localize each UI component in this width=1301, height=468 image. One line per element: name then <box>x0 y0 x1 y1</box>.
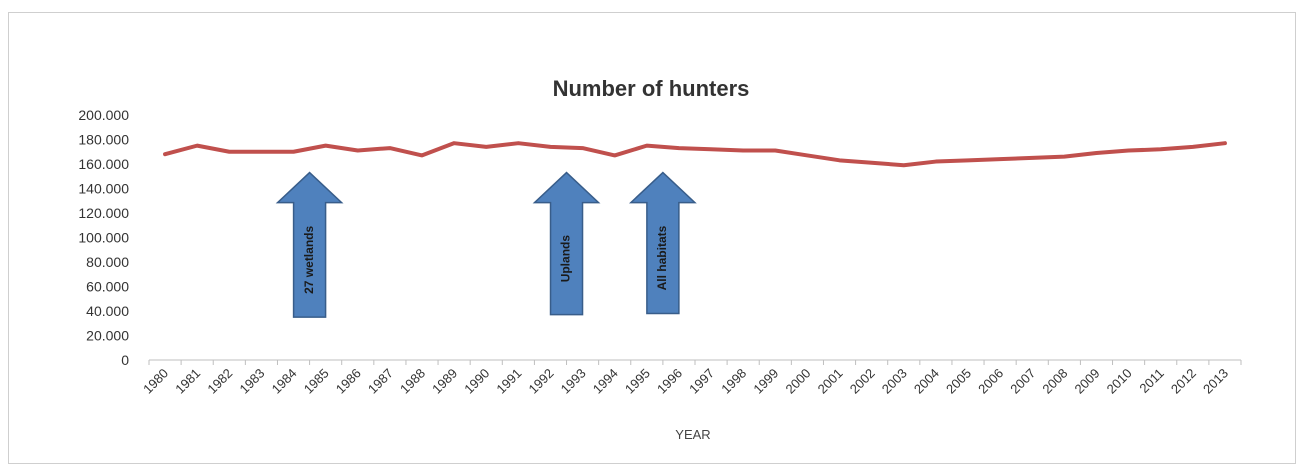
data-point <box>227 150 231 154</box>
series-layer <box>163 141 1227 168</box>
data-point <box>998 157 1002 161</box>
y-tick-label: 120.000 <box>78 205 129 221</box>
y-tick-label: 100.000 <box>78 230 129 246</box>
y-tick-label: 200.000 <box>78 107 129 123</box>
x-tick-label: 2005 <box>943 366 974 397</box>
y-tick-label: 180.000 <box>78 132 129 148</box>
data-point <box>934 160 938 164</box>
x-tick-label: 1995 <box>622 366 653 397</box>
data-point <box>484 145 488 149</box>
data-point <box>516 141 520 145</box>
x-tick-label: 1984 <box>269 366 300 397</box>
data-point <box>902 163 906 167</box>
data-point <box>613 153 617 157</box>
data-point <box>838 158 842 162</box>
x-tick-label: 2007 <box>1007 366 1038 397</box>
x-tick-label: 2001 <box>815 366 846 397</box>
x-tick-label: 1981 <box>172 366 203 397</box>
x-tick-label: 1983 <box>236 366 267 397</box>
x-tick-label: 1987 <box>365 366 396 397</box>
data-point <box>324 144 328 148</box>
x-axis-title: YEAR <box>675 427 710 442</box>
x-tick-label: 1999 <box>750 366 781 397</box>
x-tick-label: 1994 <box>590 366 621 397</box>
data-point <box>1159 147 1163 151</box>
x-tick-label: 1991 <box>493 366 524 397</box>
data-point <box>677 146 681 150</box>
data-point <box>1094 151 1098 155</box>
x-tick-label: 2006 <box>975 366 1006 397</box>
x-tick-label: 2000 <box>782 366 813 397</box>
data-point <box>388 146 392 150</box>
annotation-arrow <box>532 171 601 316</box>
y-tick-label: 40.000 <box>86 303 129 319</box>
x-tick-label: 2012 <box>1168 366 1199 397</box>
x-tick-label: 1993 <box>558 366 589 397</box>
x-tick-label: 1992 <box>526 366 557 397</box>
x-tick-label: 1997 <box>686 366 717 397</box>
data-point <box>645 144 649 148</box>
annotation-label: Uplands <box>559 235 573 283</box>
data-point <box>805 153 809 157</box>
x-tick-label: 2009 <box>1072 366 1103 397</box>
y-tick-label: 140.000 <box>78 181 129 197</box>
x-tick-label: 1988 <box>397 366 428 397</box>
annotation-label: All habitats <box>655 225 669 290</box>
x-tick-label: 2003 <box>879 366 910 397</box>
x-tick-label: 1998 <box>718 366 749 397</box>
x-tick-label: 1985 <box>301 366 332 397</box>
data-point <box>292 150 296 154</box>
x-tick-label: 1990 <box>461 366 492 397</box>
data-point <box>259 150 263 154</box>
data-point <box>1062 155 1066 159</box>
data-point <box>1030 156 1034 160</box>
x-tick-label: 1986 <box>333 366 364 397</box>
data-point <box>1223 141 1227 145</box>
y-tick-label: 0 <box>121 352 129 368</box>
x-tick-label: 1989 <box>429 366 460 397</box>
data-point <box>195 144 199 148</box>
data-point <box>452 141 456 145</box>
x-axis: 1980 1981 1982 1983 1984 1985 1986 1987 1988 1989… <box>140 359 1242 397</box>
x-tick-label: 1980 <box>140 366 171 397</box>
x-tick-label: 2010 <box>1104 366 1135 397</box>
y-tick-label: 160.000 <box>78 156 129 172</box>
data-point <box>741 149 745 153</box>
data-point <box>1191 145 1195 149</box>
annotation-label: 27 wetlands <box>302 226 316 294</box>
chart-frame: Number of hunters 0 20.000 40.000 60.000 80.… <box>8 12 1296 464</box>
data-point <box>356 149 360 153</box>
x-tick-label: 1982 <box>204 366 235 397</box>
y-tick-label: 60.000 <box>86 279 129 295</box>
data-point <box>420 153 424 157</box>
data-point <box>1127 149 1131 153</box>
x-tick-label: 2008 <box>1039 366 1070 397</box>
series-line <box>163 141 1227 168</box>
annotation-layer: 27 wetlands Uplands All habitats <box>275 171 697 318</box>
annotation-arrow <box>275 171 344 318</box>
data-point <box>966 158 970 162</box>
y-axis: 0 20.000 40.000 60.000 80.000 100.000 120.000 1… <box>78 107 129 368</box>
data-point <box>773 149 777 153</box>
chart-title: Number of hunters <box>553 76 750 101</box>
x-tick-label: 2011 <box>1136 366 1166 396</box>
chart-svg: Number of hunters 0 20.000 40.000 60.000 80.… <box>78 76 1242 442</box>
data-point <box>548 145 552 149</box>
data-point <box>163 152 167 156</box>
data-point <box>709 147 713 151</box>
data-point <box>581 146 585 150</box>
x-tick-label: 2004 <box>911 366 942 397</box>
y-tick-label: 20.000 <box>86 328 129 344</box>
data-point <box>870 161 874 165</box>
annotation-arrow <box>628 171 697 315</box>
x-tick-label: 2002 <box>847 366 878 397</box>
x-tick-label: 1996 <box>654 366 685 397</box>
x-tick-label: 2013 <box>1200 366 1231 397</box>
y-tick-label: 80.000 <box>86 254 129 270</box>
